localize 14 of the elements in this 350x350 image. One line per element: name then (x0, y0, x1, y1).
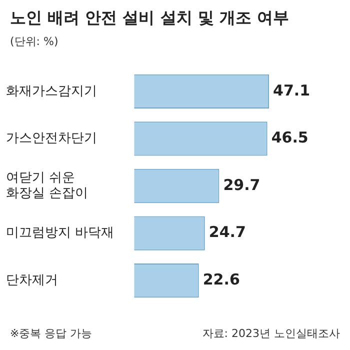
text: 자료: 2023년 노인실태조사 (202, 326, 340, 341)
data-label: 24.7 (208, 223, 246, 242)
y-tick-label: 여닫기 쉬운 화장실 손잡이 (6, 170, 88, 202)
text: (단위: %) (10, 34, 58, 49)
y-tick-label: 단차제거 (6, 272, 58, 288)
data-label: 46.5 (271, 128, 308, 147)
data-label: 22.6 (202, 270, 240, 288)
text: ※중복 응답 가능 (10, 326, 92, 341)
y-tick-label: 미끄럼방지 바닥재 (6, 226, 114, 241)
y-tick-label: 화재가스감지기 (6, 84, 97, 99)
data-label: 47.1 (273, 81, 310, 100)
chart-title: 노인 배려 안전 설비 설치 및 개조 여부 (10, 8, 289, 29)
y-tick-label: 가스안전차단기 (6, 131, 97, 146)
data-label: 29.7 (223, 176, 260, 194)
